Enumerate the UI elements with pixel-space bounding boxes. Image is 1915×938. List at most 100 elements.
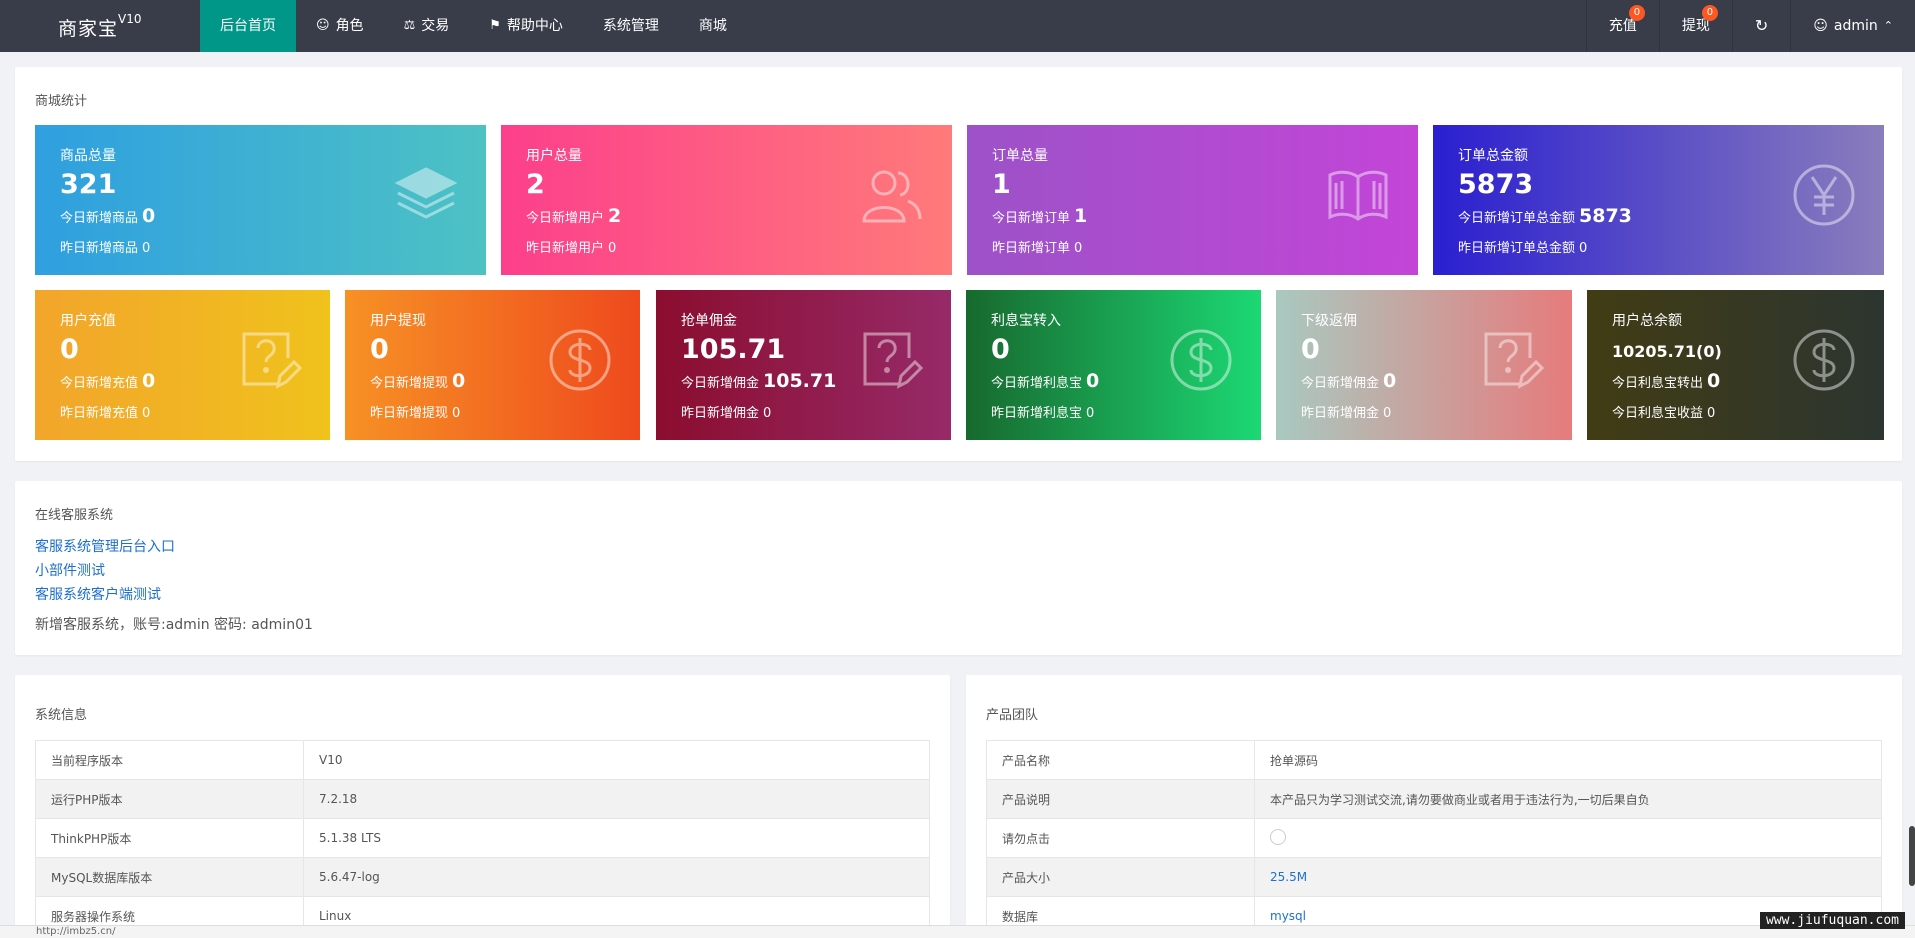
card-withdraw[interactable]: 用户提现 0 今日新增提现 0 昨日新增提现 0 (345, 290, 640, 440)
card-total-balance[interactable]: 用户总余额 10205.71(0) 今日利息宝转出 0 今日利息宝收益 0 (1587, 290, 1884, 440)
card-commission[interactable]: 抢单佣金 105.71 今日新增佣金 105.71 昨日新增佣金 0 (656, 290, 951, 440)
widget-test-link[interactable]: 小部件测试 (35, 563, 105, 579)
row-value (1254, 818, 1882, 858)
status-bar: http://imbz5.cn/ (0, 925, 1915, 938)
card-today: 今日新增商品 0 (60, 205, 156, 227)
card-goods-total[interactable]: 商品总量 321 今日新增商品 0 昨日新增商品 0 (35, 125, 486, 275)
user-name: admin (1833, 18, 1878, 34)
recharge-button[interactable]: 充值 0 (1585, 0, 1659, 52)
service-links: 客服系统管理后台入口 小部件测试 客服系统客户端测试 (35, 535, 175, 607)
card-sub-commission[interactable]: 下级返佣 0 今日新增佣金 0 昨日新增佣金 0 (1276, 290, 1572, 440)
card-orders-total[interactable]: 订单总量 1 今日新增订单 1 昨日新增订单 0 (967, 125, 1418, 275)
table-row: 运行PHP版本 7.2.18 (35, 779, 930, 819)
row-key: MySQL数据库版本 (35, 857, 304, 897)
card-label: 下级返佣 (1301, 313, 1357, 329)
card-users-total[interactable]: 用户总量 2 今日新增用户 2 昨日新增用户 0 (501, 125, 952, 275)
nav-label: 后台首页 (220, 18, 276, 34)
withdraw-badge: 0 (1701, 5, 1718, 21)
dollar-icon (1793, 329, 1855, 391)
card-today: 今日利息宝转出 0 (1612, 370, 1721, 392)
row-value: 5.6.47-log (303, 857, 930, 897)
withdraw-button[interactable]: 提现 0 (1658, 0, 1732, 52)
watermark: www.jiufuquan.com (1759, 912, 1905, 929)
qq-icon[interactable] (1270, 828, 1286, 845)
card-total: 105.71 (681, 334, 786, 365)
recharge-label: 充值 (1608, 18, 1637, 34)
card-label: 订单总金额 (1458, 148, 1528, 164)
service-panel: 在线客服系统 客服系统管理后台入口 小部件测试 客服系统客户端测试 新增客服系统… (15, 481, 1902, 655)
card-label: 商品总量 (60, 148, 116, 164)
service-admin-link[interactable]: 客服系统管理后台入口 (35, 539, 175, 555)
service-note: 新增客服系统，账号:admin 密码: admin01 (35, 617, 313, 633)
scale-icon: ⚖ (403, 18, 416, 33)
brand[interactable]: 商家宝 V10 (0, 0, 200, 52)
scrollbar-thumb[interactable] (1909, 826, 1915, 886)
sysinfo-title: 系统信息 (35, 708, 88, 723)
table-row: 产品名称 抢单源码 (986, 740, 1882, 780)
recharge-badge: 0 (1628, 5, 1645, 21)
card-yesterday: 昨日新增提现 0 (370, 406, 461, 421)
nav-help[interactable]: ⚑ 帮助中心 (469, 0, 583, 52)
card-recharge[interactable]: 用户充值 0 今日新增充值 0 昨日新增充值 0 (35, 290, 330, 440)
card-label: 用户充值 (60, 313, 116, 329)
user-icon: ☺ (316, 18, 330, 33)
refresh-button[interactable]: ↻ (1731, 0, 1790, 52)
row-key: 产品说明 (986, 779, 1255, 819)
card-label: 用户总余额 (1612, 313, 1682, 329)
card-yesterday: 昨日新增订单总金额 0 (1458, 241, 1588, 256)
card-label: 利息宝转入 (991, 313, 1061, 329)
nav-label: 商城 (698, 18, 727, 34)
status-url: http://imbz5.cn/ (36, 926, 116, 937)
question-edit-icon (1484, 332, 1544, 389)
card-yesterday: 昨日新增佣金 0 (681, 406, 772, 421)
team-panel: 产品团队 产品名称 抢单源码 产品说明 本产品只为学习测试交流,请勿要做商业或者用于… (966, 675, 1902, 936)
card-yesterday: 昨日新增佣金 0 (1301, 406, 1392, 421)
card-label: 用户总量 (526, 148, 582, 164)
card-today: 今日新增利息宝 0 (991, 370, 1100, 392)
card-yesterday: 昨日新增充值 0 (60, 406, 151, 421)
table-row: ThinkPHP版本 5.1.38 LTS (35, 818, 930, 858)
user-icon: ☺ (1813, 18, 1828, 34)
client-test-link[interactable]: 客服系统客户端测试 (35, 587, 161, 603)
card-total: 5873 (1458, 169, 1534, 200)
table-row: MySQL数据库版本 5.6.47-log (35, 857, 930, 897)
card-interest-in[interactable]: 利息宝转入 0 今日新增利息宝 0 昨日新增利息宝 0 (966, 290, 1261, 440)
nav-role[interactable]: ☺ 角色 (296, 0, 384, 52)
withdraw-label: 提现 (1681, 18, 1710, 34)
flag-icon: ⚑ (489, 18, 501, 33)
stats-panel: 商城统计 商品总量 321 今日新增商品 0 昨日新增商品 0 用户总量 2 今日新… (15, 67, 1902, 461)
row-value: 抢单源码 (1254, 740, 1882, 780)
nav-mall[interactable]: 商城 (679, 0, 747, 52)
brand-version: V10 (118, 12, 142, 26)
table-row: 当前程序版本 V10 (35, 740, 930, 780)
card-yesterday: 今日利息宝收益 0 (1612, 406, 1716, 421)
chevron-up-icon: ⌃ (1883, 19, 1893, 32)
user-menu[interactable]: ☺ admin ⌃ (1790, 0, 1915, 52)
right-nav: 充值 0 提现 0 ↻ ☺ admin ⌃ (1585, 0, 1915, 52)
nav-system[interactable]: 系统管理 (583, 0, 679, 52)
row-value: 25.5M (1254, 857, 1882, 897)
row-value: 本产品只为学习测试交流,请勿要做商业或者用于违法行为,一切后果自负 (1254, 779, 1882, 819)
card-today: 今日新增佣金 0 (1301, 370, 1397, 392)
question-edit-icon (863, 332, 923, 389)
nav-label: 角色 (335, 18, 364, 34)
row-key: 产品名称 (986, 740, 1255, 780)
row-value: 7.2.18 (303, 779, 930, 819)
card-total: 0 (1301, 334, 1320, 365)
dollar-icon (1170, 329, 1232, 391)
card-order-amount[interactable]: 订单总金额 5873 今日新增订单总金额 5873 昨日新增订单总金额 0 (1433, 125, 1884, 275)
nav-trade[interactable]: ⚖ 交易 (384, 0, 470, 52)
refresh-icon: ↻ (1754, 16, 1769, 35)
row-value: 5.1.38 LTS (303, 818, 930, 858)
card-today: 今日新增订单总金额 5873 (1458, 205, 1632, 227)
card-today: 今日新增佣金 105.71 (681, 370, 837, 392)
card-total: 0 (370, 334, 389, 365)
card-today: 今日新增充值 0 (60, 370, 156, 392)
users-icon (862, 170, 922, 223)
layers-icon (394, 167, 458, 219)
stats-title: 商城统计 (35, 94, 88, 109)
card-total: 0 (991, 334, 1010, 365)
nav-home[interactable]: 后台首页 (200, 0, 296, 52)
nav-label: 交易 (421, 18, 450, 34)
card-total: 1 (992, 169, 1011, 200)
